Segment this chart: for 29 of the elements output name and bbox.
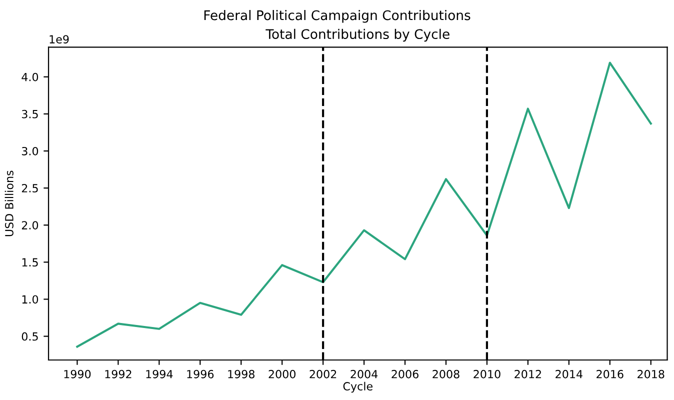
y-tick-label: 0.5 xyxy=(22,332,38,341)
x-tick-label: 2014 xyxy=(556,370,582,378)
y-tick-label: 1.0 xyxy=(22,295,38,304)
x-tick-label: 1992 xyxy=(105,370,132,378)
x-tick-label: 2016 xyxy=(596,370,624,378)
x-tick-label: 2010 xyxy=(474,370,500,378)
chart-title: Federal Political Campaign Contributions xyxy=(204,10,470,23)
x-tick-label: 2008 xyxy=(432,370,460,378)
y-tick-label: 2.0 xyxy=(22,221,38,230)
y-tick-label: 4.0 xyxy=(22,72,38,82)
x-tick-label: 2004 xyxy=(350,370,378,378)
x-tick-label: 1996 xyxy=(187,370,214,378)
x-tick-label: 2000 xyxy=(268,370,296,378)
x-tick-label: 1998 xyxy=(228,370,254,378)
text: 1e9 xyxy=(50,35,69,44)
y-tick-label: 3.0 xyxy=(22,146,38,156)
y-tick-label: 2.5 xyxy=(22,184,38,192)
line-series xyxy=(76,62,652,348)
y-axis-title: USD Billions xyxy=(4,170,14,236)
x-axis-title: Cycle xyxy=(343,382,372,393)
x-tick-label: 1990 xyxy=(64,370,91,378)
x-tick-label: 2018 xyxy=(638,370,664,378)
y-tick-label: 1.5 xyxy=(22,258,38,267)
x-tick-label: 2012 xyxy=(514,370,541,378)
x-tick-label: 2002 xyxy=(310,370,336,378)
chart-subtitle: Total Contributions by Cycle xyxy=(266,28,450,42)
y-tick-label: 3.5 xyxy=(22,110,38,118)
x-tick-label: 2006 xyxy=(392,370,418,378)
x-tick-label: 1994 xyxy=(146,370,173,378)
